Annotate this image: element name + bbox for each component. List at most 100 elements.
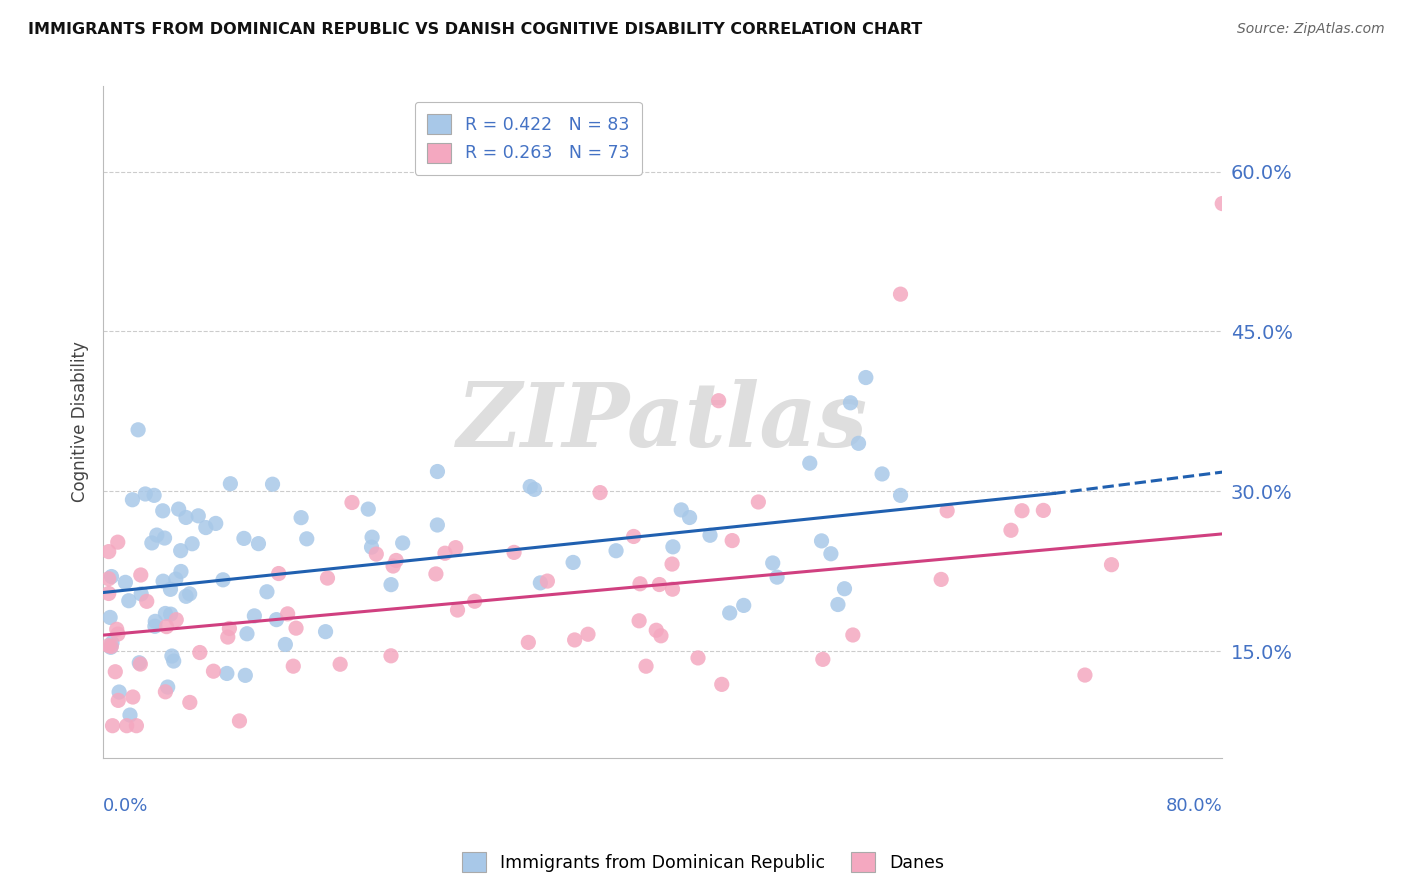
Point xyxy=(707,393,730,408)
Point xyxy=(536,574,558,588)
Point xyxy=(686,651,709,665)
Point xyxy=(159,607,181,622)
Point xyxy=(360,540,382,554)
Point xyxy=(129,657,152,671)
Point xyxy=(277,607,299,621)
Point xyxy=(519,479,541,493)
Point xyxy=(361,530,384,544)
Point xyxy=(762,556,785,570)
Point xyxy=(634,659,657,673)
Point xyxy=(316,571,339,585)
Point xyxy=(107,627,129,641)
Point xyxy=(678,510,700,524)
Point xyxy=(889,287,911,301)
Point xyxy=(671,503,693,517)
Point xyxy=(105,623,128,637)
Point xyxy=(204,516,226,531)
Point xyxy=(1011,504,1033,518)
Text: IMMIGRANTS FROM DOMINICAN REPUBLIC VS DANISH COGNITIVE DISABILITY CORRELATION CH: IMMIGRANTS FROM DOMINICAN REPUBLIC VS DA… xyxy=(28,22,922,37)
Point xyxy=(187,508,209,523)
Point xyxy=(215,666,238,681)
Point xyxy=(155,607,177,621)
Point xyxy=(645,624,668,638)
Point xyxy=(135,594,157,608)
Point xyxy=(357,502,380,516)
Point xyxy=(1032,503,1054,517)
Point xyxy=(870,467,893,481)
Point xyxy=(433,546,456,560)
Point xyxy=(194,520,217,534)
Point xyxy=(143,488,166,502)
Point xyxy=(827,598,849,612)
Point xyxy=(1211,196,1233,211)
Point xyxy=(179,696,201,710)
Point xyxy=(564,632,586,647)
Text: 0.0%: 0.0% xyxy=(103,797,149,814)
Point xyxy=(121,492,143,507)
Point xyxy=(181,537,204,551)
Point xyxy=(523,483,546,497)
Point xyxy=(426,518,449,533)
Point xyxy=(155,685,177,699)
Point xyxy=(121,690,143,704)
Point xyxy=(366,547,388,561)
Point xyxy=(174,590,197,604)
Point xyxy=(747,495,769,509)
Point xyxy=(848,436,870,450)
Point xyxy=(315,624,337,639)
Point xyxy=(218,622,240,636)
Point xyxy=(340,495,363,509)
Point xyxy=(605,543,627,558)
Point xyxy=(104,665,127,679)
Point xyxy=(262,477,284,491)
Point xyxy=(529,575,551,590)
Point xyxy=(152,574,174,589)
Point xyxy=(283,659,305,673)
Point xyxy=(628,576,651,591)
Point xyxy=(143,619,166,633)
Point xyxy=(100,640,122,654)
Text: 80.0%: 80.0% xyxy=(1166,797,1222,814)
Point xyxy=(167,502,190,516)
Point xyxy=(661,582,683,597)
Point xyxy=(464,594,486,608)
Point xyxy=(97,639,120,653)
Point xyxy=(811,652,834,666)
Point xyxy=(839,396,862,410)
Point xyxy=(648,577,671,591)
Point xyxy=(165,613,187,627)
Point xyxy=(233,668,256,682)
Point xyxy=(699,528,721,542)
Point xyxy=(127,423,149,437)
Point xyxy=(156,680,179,694)
Point xyxy=(101,719,124,733)
Point xyxy=(562,556,585,570)
Point xyxy=(834,582,856,596)
Point xyxy=(266,613,288,627)
Point xyxy=(118,708,141,723)
Point xyxy=(212,573,235,587)
Point xyxy=(232,532,254,546)
Point xyxy=(179,587,201,601)
Point xyxy=(159,582,181,597)
Point xyxy=(721,533,744,548)
Point xyxy=(1000,523,1022,537)
Point xyxy=(855,370,877,384)
Point xyxy=(129,587,152,601)
Point xyxy=(129,568,152,582)
Point xyxy=(799,456,821,470)
Point xyxy=(1101,558,1123,572)
Point xyxy=(936,504,959,518)
Point xyxy=(160,648,183,663)
Point xyxy=(243,608,266,623)
Point xyxy=(576,627,599,641)
Point xyxy=(267,566,290,581)
Point xyxy=(170,565,193,579)
Point xyxy=(662,540,685,554)
Point xyxy=(446,603,468,617)
Point xyxy=(810,533,832,548)
Point xyxy=(236,626,259,640)
Point xyxy=(97,544,120,558)
Point xyxy=(97,572,120,586)
Point xyxy=(929,573,952,587)
